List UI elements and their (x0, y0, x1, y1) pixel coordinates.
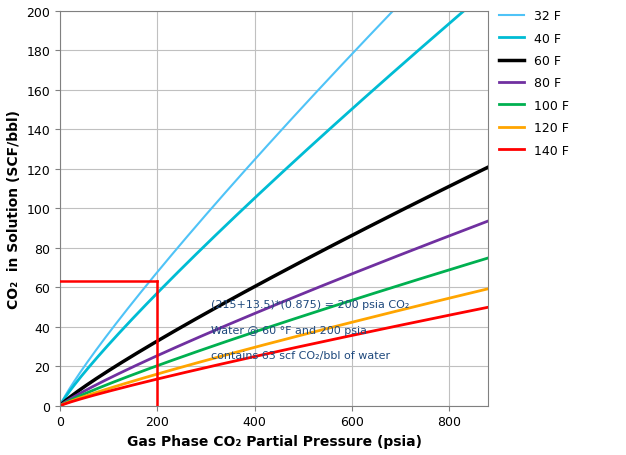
Y-axis label: CO₂  in Solution (SCF/bbl): CO₂ in Solution (SCF/bbl) (7, 110, 21, 308)
Line: 40 F: 40 F (60, 12, 463, 406)
140 F (495, 303, 502, 308)
Line: 140 F: 140 F (60, 306, 498, 406)
60 F (495, 160, 502, 166)
80 F (406, 249, 413, 254)
60 F (406, 204, 413, 209)
40 F (239, 208, 246, 213)
32 F (153, 270, 161, 275)
Line: 100 F: 100 F (60, 255, 498, 406)
120 F (398, 308, 405, 313)
32 F (104, 332, 111, 338)
120 F (495, 284, 502, 289)
60 F (357, 228, 364, 234)
80 F (249, 312, 257, 317)
Text: (215+13.5)*(0.875) = 200 psia CO₂: (215+13.5)*(0.875) = 200 psia CO₂ (211, 299, 409, 309)
40 F (327, 126, 335, 131)
40 F (213, 231, 221, 237)
140 F (249, 354, 257, 360)
100 F (398, 282, 405, 288)
Line: 60 F: 60 F (60, 163, 498, 406)
40 F (56, 403, 64, 409)
140 F (56, 403, 64, 409)
120 F (56, 403, 64, 409)
120 F (249, 345, 257, 351)
120 F (357, 318, 364, 323)
32 F (103, 333, 111, 339)
140 F (357, 331, 364, 337)
Text: Water @ 60 °F and 200 psia: Water @ 60 °F and 200 psia (211, 325, 367, 335)
80 F (56, 403, 64, 409)
120 F (233, 349, 241, 355)
32 F (208, 206, 215, 211)
120 F (101, 387, 108, 393)
Line: 80 F: 80 F (60, 218, 498, 406)
80 F (101, 378, 108, 384)
100 F (101, 383, 108, 389)
100 F (357, 295, 364, 300)
Legend: 32 F, 40 F, 60 F, 80 F, 100 F, 120 F, 140 F: 32 F, 40 F, 60 F, 80 F, 100 F, 120 F, 14… (499, 10, 569, 157)
60 F (56, 403, 64, 409)
40 F (459, 10, 467, 15)
120 F (406, 305, 413, 311)
X-axis label: Gas Phase CO₂ Partial Pressure (psia): Gas Phase CO₂ Partial Pressure (psia) (126, 434, 422, 448)
140 F (398, 323, 405, 328)
60 F (398, 208, 405, 213)
80 F (233, 318, 241, 324)
60 F (233, 293, 241, 299)
Line: 32 F: 32 F (60, 12, 393, 406)
32 F (57, 401, 64, 406)
100 F (495, 253, 502, 258)
140 F (233, 358, 241, 364)
40 F (212, 233, 220, 238)
100 F (233, 335, 241, 341)
100 F (249, 330, 257, 335)
32 F (389, 9, 396, 15)
60 F (249, 285, 257, 291)
32 F (56, 403, 64, 409)
100 F (56, 403, 64, 409)
32 F (117, 315, 125, 321)
140 F (406, 321, 413, 326)
140 F (101, 389, 108, 395)
Text: contains 63 scf CO₂/bbl of water: contains 63 scf CO₂/bbl of water (211, 351, 390, 361)
100 F (406, 280, 413, 285)
Line: 120 F: 120 F (60, 287, 498, 406)
40 F (136, 308, 143, 314)
60 F (101, 370, 108, 376)
80 F (357, 268, 364, 273)
40 F (93, 356, 100, 361)
80 F (398, 252, 405, 258)
80 F (495, 215, 502, 221)
